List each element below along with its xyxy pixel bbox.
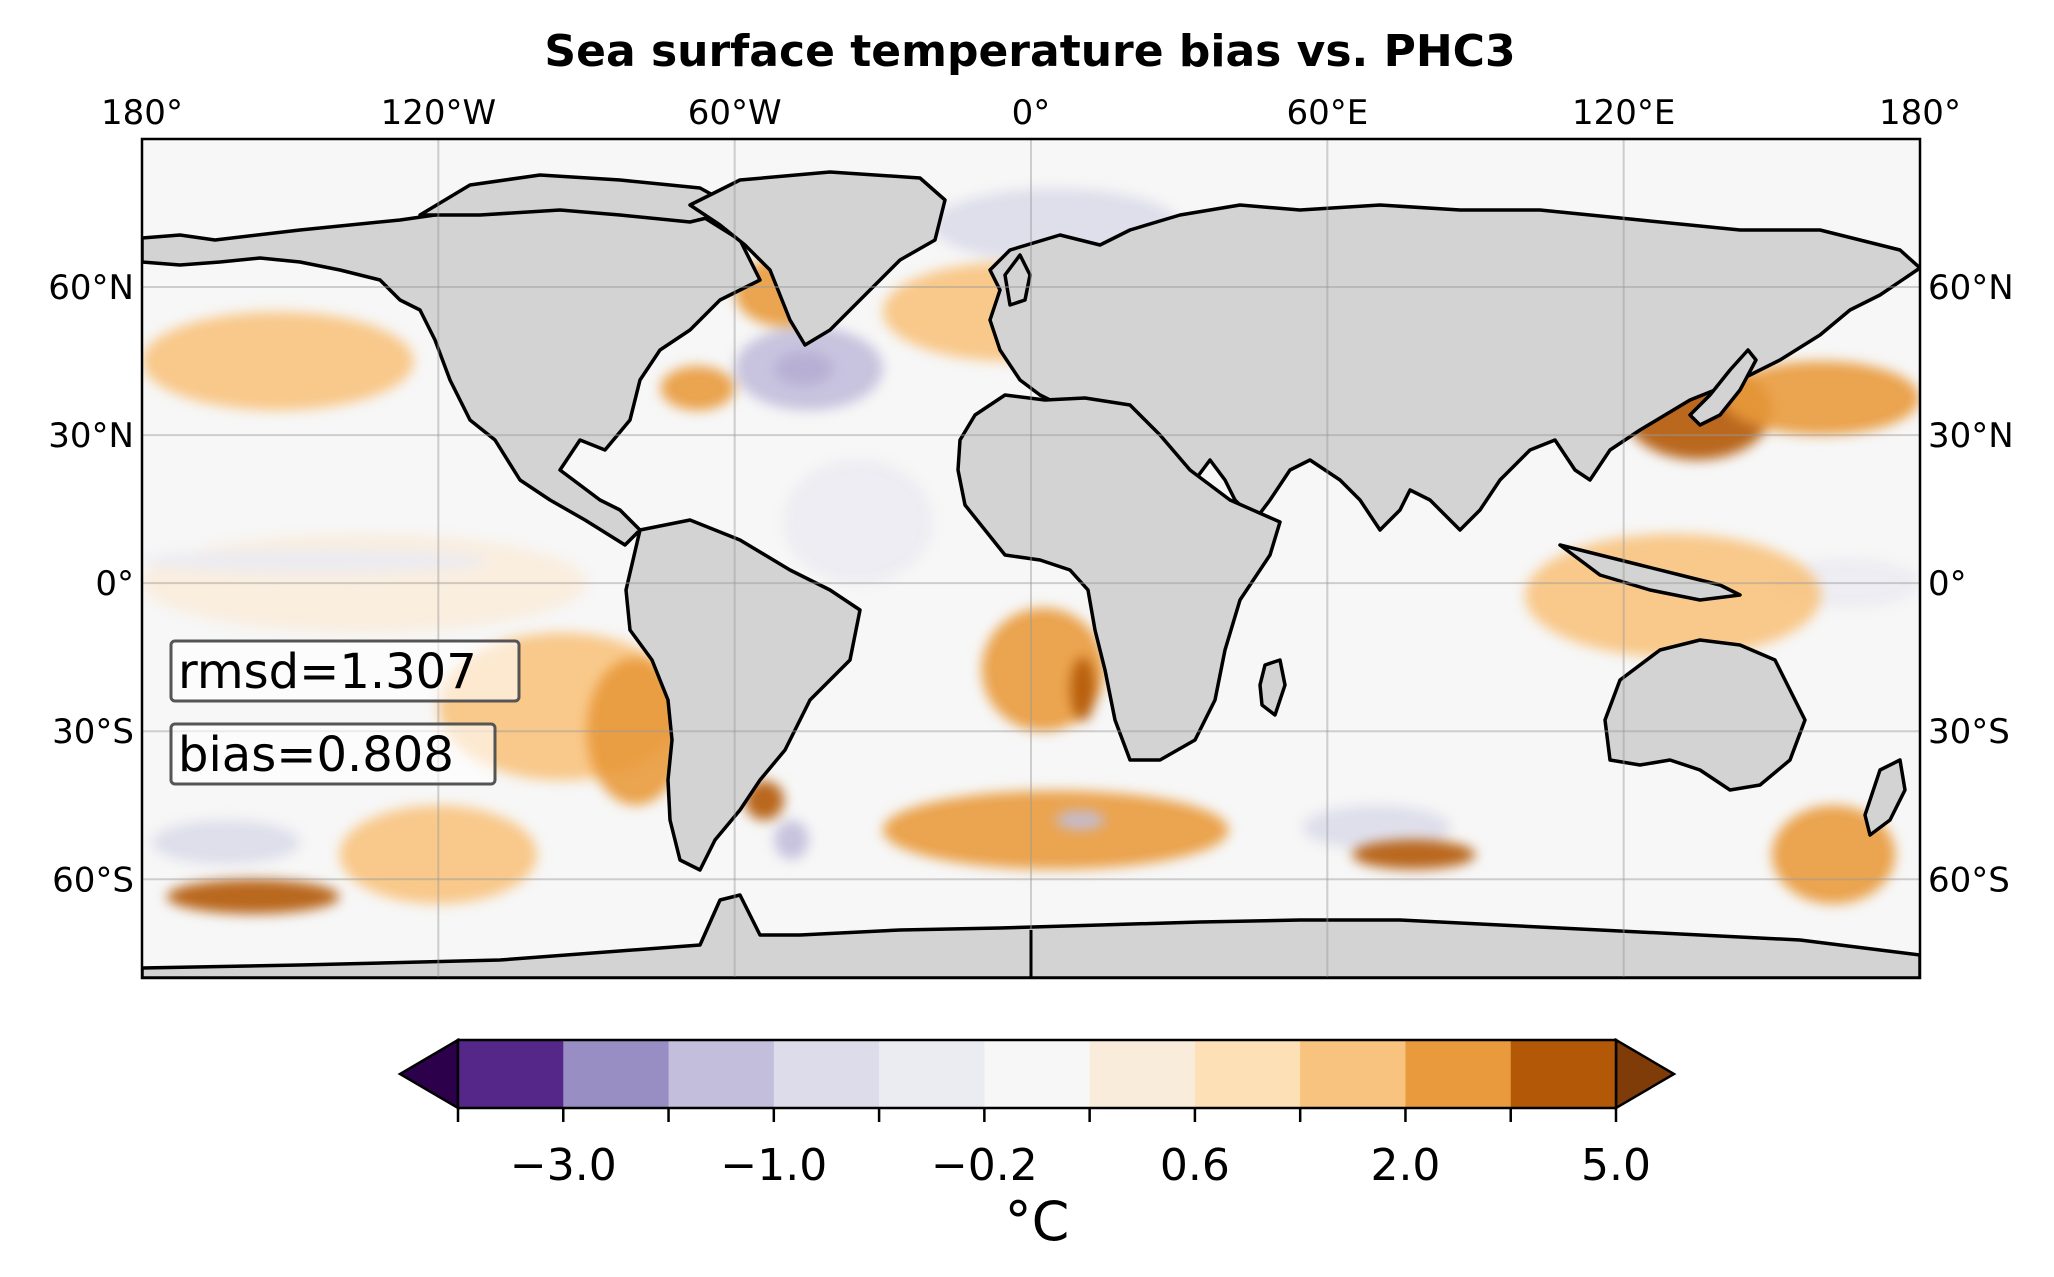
colorbar-extend-max — [1614, 1037, 1677, 1111]
bias-region-3 — [151, 820, 301, 865]
land-africa — [956, 393, 1282, 762]
latitude-tick-label-left: 60°N — [48, 268, 134, 308]
bias-region-7 — [586, 657, 686, 806]
longitude-tick-label: 120°W — [381, 93, 497, 133]
bias-region-5 — [339, 805, 538, 904]
latitude-tick-labels-left: 60°N 30°N 0° 30°S 60°S — [48, 268, 134, 900]
land-japan — [1688, 348, 1758, 427]
colorbar-tick-label: −0.2 — [931, 1140, 1038, 1191]
bias-annotation: bias=0.808 — [169, 722, 497, 786]
land-south-america — [624, 518, 862, 872]
bias-region-2 — [142, 548, 488, 574]
bias-region-21 — [1302, 805, 1451, 850]
bias-box — [169, 722, 497, 786]
bias-region-4 — [166, 879, 340, 914]
latitude-tick-label-left: 30°S — [52, 712, 134, 752]
latitude-tick-label-right: 60°N — [1928, 268, 2014, 308]
longitude-tick-label: 0° — [1012, 93, 1051, 133]
colorbar-swatch — [1510, 1040, 1617, 1108]
bias-region-10 — [660, 366, 735, 411]
colorbar-tick-label: −3.0 — [510, 1140, 617, 1191]
rmsd-annotation: rmsd=1.307 — [169, 639, 521, 703]
colorbar: −3.0 −1.0 −0.2 0.6 2.0 5.0 — [397, 1037, 1677, 1191]
land-uk — [1003, 253, 1032, 307]
land-north-america — [142, 198, 762, 547]
longitude-tick-label: 180° — [101, 93, 183, 133]
latitude-tick-label-right: 60°S — [1928, 860, 2010, 900]
longitude-tick-label: 60°E — [1286, 93, 1368, 133]
colorbar-swatch — [668, 1040, 775, 1108]
latitude-tick-label-left: 0° — [95, 564, 134, 604]
longitude-tick-label: 60°W — [688, 93, 782, 133]
colorbar-outline — [456, 1038, 1618, 1110]
bias-region-14 — [774, 820, 809, 860]
land-greenland — [688, 170, 947, 347]
land-masses — [142, 170, 1920, 978]
map-title: Sea surface temperature bias vs. PHC3 — [544, 26, 1515, 77]
colorbar-swatch — [458, 1040, 564, 1108]
colorbar-swatch — [984, 1040, 1091, 1108]
bias-region-20 — [1055, 810, 1106, 830]
bias-region-12 — [784, 459, 933, 584]
bias-region-0 — [142, 311, 414, 411]
longitude-tick-label: 120°E — [1572, 93, 1675, 133]
colorbar-swatch — [773, 1040, 880, 1108]
colorbar-tick-label: 2.0 — [1370, 1140, 1440, 1191]
latitude-tick-label-left: 30°N — [48, 416, 134, 456]
colorbar-swatch — [1405, 1040, 1512, 1108]
longitude-tick-label: 180° — [1879, 93, 1961, 133]
latitude-tick-label-left: 60°S — [52, 860, 134, 900]
colorbar-swatch — [563, 1040, 670, 1108]
colorbar-extend-min — [397, 1037, 460, 1111]
latitude-tick-label-right: 30°S — [1928, 712, 2010, 752]
map-area — [142, 139, 1920, 978]
latitude-tick-labels-right: 60°N 30°N 0° 30°S 60°S — [1928, 268, 2014, 900]
bias-region-22 — [1352, 839, 1476, 870]
land-indonesia — [1558, 543, 1742, 602]
map-frame — [140, 137, 1922, 980]
colorbar-unit-label: °C — [1005, 1190, 1070, 1253]
longitude-tick-labels: 180° 120°W 60°W 0° 60°E 120°E 180° — [101, 93, 1961, 133]
bias-region-24 — [1722, 361, 1920, 436]
bias-region-9 — [734, 326, 883, 411]
colorbar-swatch — [1194, 1040, 1301, 1108]
rmsd-box — [169, 639, 521, 703]
rmsd-label: rmsd=1.307 — [178, 644, 477, 700]
latitude-tick-label-right: 30°N — [1928, 416, 2014, 456]
land-new-zealand — [1863, 758, 1907, 837]
colorbar-tick-label: 0.6 — [1160, 1140, 1230, 1191]
land-eurasia — [988, 203, 1920, 532]
bias-region-19 — [882, 790, 1229, 870]
bias-region-27 — [1771, 805, 1896, 904]
colorbar-swatch — [1300, 1040, 1406, 1108]
bias-label: bias=0.808 — [178, 727, 454, 783]
colorbar-tick-label: −1.0 — [720, 1140, 827, 1191]
gridlines — [142, 139, 1920, 978]
land-madagascar — [1258, 658, 1287, 717]
colorbar-tick-label: 5.0 — [1581, 1140, 1651, 1191]
latitude-tick-label-right: 0° — [1928, 564, 1967, 604]
colorbar-swatch — [1089, 1040, 1196, 1108]
land-australia — [1603, 638, 1807, 792]
bias-region-16 — [1070, 657, 1096, 722]
colorbar-swatch — [879, 1040, 985, 1108]
